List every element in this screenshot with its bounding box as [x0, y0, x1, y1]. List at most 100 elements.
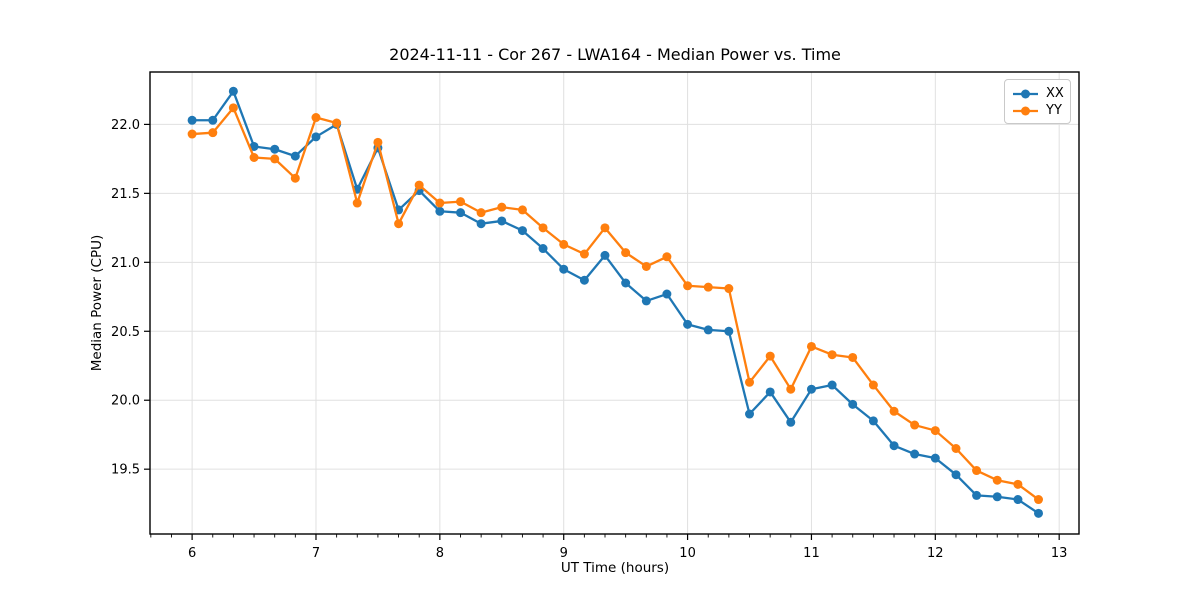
data-point-xx — [662, 289, 672, 299]
chart-title: 2024-11-11 - Cor 267 - LWA164 - Median P… — [389, 45, 841, 64]
data-point-xx — [497, 216, 507, 226]
data-point-xx — [228, 86, 238, 96]
data-point-yy — [352, 198, 362, 208]
x-tick-label: 8 — [436, 546, 444, 561]
x-tick-label: 9 — [560, 546, 568, 561]
data-point-yy — [951, 443, 961, 453]
data-point-yy — [579, 249, 589, 259]
data-point-xx — [621, 278, 631, 288]
data-point-yy — [476, 208, 486, 218]
data-point-xx — [1033, 508, 1043, 518]
data-point-yy — [848, 352, 858, 362]
y-tick-label: 21.5 — [111, 187, 140, 202]
x-tick-label: 6 — [188, 546, 196, 561]
data-point-xx — [456, 208, 466, 218]
legend-label-yy: YY — [1046, 103, 1062, 118]
data-point-xx — [848, 399, 858, 409]
data-point-xx — [930, 453, 940, 463]
data-point-xx — [765, 387, 775, 397]
x-tick-label: 10 — [679, 546, 696, 561]
data-point-xx — [187, 115, 197, 125]
data-point-xx — [806, 384, 816, 394]
data-point-xx — [972, 490, 982, 500]
data-point-yy — [786, 384, 796, 394]
data-point-yy — [641, 261, 651, 271]
legend-item-xx: XX — [1012, 85, 1070, 102]
data-point-xx — [745, 409, 755, 419]
y-tick-label: 20.0 — [111, 394, 140, 409]
data-point-xx — [476, 219, 486, 229]
data-point-yy — [992, 475, 1002, 485]
data-point-xx — [703, 325, 713, 335]
data-point-yy — [228, 103, 238, 113]
data-point-yy — [497, 202, 507, 212]
data-point-yy — [394, 219, 404, 229]
x-axis-label: UT Time (hours) — [560, 560, 670, 576]
data-point-yy — [621, 248, 631, 258]
data-point-yy — [208, 128, 218, 138]
y-tick-label: 22.0 — [111, 118, 140, 133]
data-point-xx — [559, 264, 569, 274]
data-point-yy — [724, 284, 734, 294]
legend-marker-xx-icon — [1013, 89, 1038, 98]
data-point-yy — [435, 198, 445, 208]
data-point-xx — [600, 250, 610, 260]
data-point-yy — [414, 180, 424, 190]
data-point-yy — [765, 351, 775, 361]
data-point-xx — [290, 151, 300, 161]
data-point-xx — [889, 441, 899, 451]
data-point-xx — [951, 470, 961, 480]
data-point-yy — [827, 350, 837, 360]
data-point-yy — [249, 153, 259, 163]
data-point-xx — [641, 296, 651, 306]
data-point-yy — [270, 154, 280, 164]
data-point-yy — [806, 341, 816, 351]
plot-border — [149, 71, 1080, 535]
legend-marker-yy-icon — [1013, 106, 1038, 115]
data-point-xx — [868, 416, 878, 426]
data-point-yy — [930, 426, 940, 436]
y-tick-label: 20.5 — [111, 325, 140, 340]
data-point-yy — [972, 466, 982, 476]
legend: XX YY — [1004, 79, 1071, 124]
data-point-xx — [827, 380, 837, 390]
y-axis-label: Median Power (CPU) — [89, 234, 105, 372]
data-point-yy — [559, 239, 569, 249]
data-point-yy — [187, 129, 197, 139]
legend-label-xx: XX — [1046, 86, 1064, 101]
data-point-yy — [538, 223, 548, 233]
data-point-xx — [724, 326, 734, 336]
data-point-xx — [517, 226, 527, 236]
data-point-yy — [1013, 479, 1023, 489]
data-point-xx — [538, 244, 548, 254]
data-point-xx — [1013, 495, 1023, 505]
data-point-yy — [662, 252, 672, 262]
data-point-yy — [332, 118, 342, 128]
x-tick-label: 7 — [312, 546, 320, 561]
data-point-xx — [208, 115, 218, 125]
data-point-yy — [311, 113, 321, 123]
data-point-xx — [311, 132, 321, 142]
data-point-yy — [910, 420, 920, 430]
data-point-xx — [579, 275, 589, 285]
data-point-yy — [745, 377, 755, 387]
x-tick-label: 11 — [803, 546, 820, 561]
data-point-xx — [435, 206, 445, 216]
data-point-yy — [373, 137, 383, 147]
y-tick-label: 21.0 — [111, 256, 140, 271]
data-point-yy — [683, 281, 693, 291]
data-point-yy — [600, 223, 610, 233]
data-point-xx — [270, 144, 280, 154]
data-point-xx — [249, 141, 259, 151]
data-point-yy — [889, 406, 899, 416]
data-point-yy — [456, 197, 466, 207]
data-point-xx — [910, 449, 920, 459]
data-point-yy — [703, 282, 713, 292]
series-line-yy — [192, 106, 1040, 501]
data-point-xx — [683, 319, 693, 329]
x-tick-label: 13 — [1051, 546, 1068, 561]
x-tick-label: 12 — [927, 546, 944, 561]
data-point-yy — [517, 205, 527, 215]
